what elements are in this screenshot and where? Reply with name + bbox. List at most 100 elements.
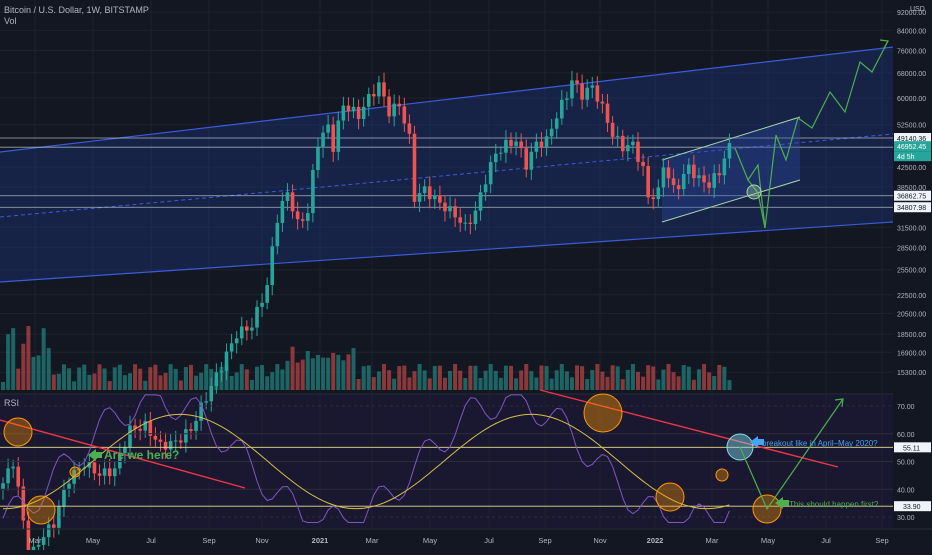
candle-body — [712, 173, 716, 188]
candle-body — [179, 440, 183, 443]
candle-body — [575, 80, 579, 84]
are-we-here-label: Are we here? — [104, 448, 179, 462]
volume-bar — [6, 334, 11, 390]
candle-body — [133, 425, 137, 429]
candle-body — [52, 524, 56, 528]
volume-bar — [92, 373, 97, 390]
candle-body — [265, 284, 269, 303]
volume-bar — [641, 376, 646, 390]
channel-fill — [0, 47, 893, 282]
candle-body — [565, 98, 569, 100]
volume-bar — [646, 365, 651, 390]
arrow-icon — [775, 497, 789, 509]
channel-lower — [0, 221, 894, 283]
volume-bar — [122, 375, 127, 390]
time-tick-label: Jul — [146, 536, 156, 545]
candle-body — [590, 85, 595, 88]
volume-bar — [178, 380, 183, 390]
candle-body — [275, 222, 280, 247]
candle-body — [387, 96, 391, 117]
time-tick-label: Mar — [29, 536, 42, 545]
volume-bar — [346, 354, 351, 390]
price-badge — [894, 190, 931, 201]
time-tick-label: May — [761, 536, 775, 545]
channel-mid — [0, 133, 894, 218]
price-tick-label: 52500.00 — [897, 123, 926, 130]
volume-bar — [387, 370, 392, 390]
volume-bar — [194, 375, 199, 390]
projection-arrow — [879, 39, 889, 49]
time-tick-label: Nov — [593, 536, 607, 545]
candle-body — [524, 148, 529, 170]
candle-body — [26, 520, 31, 555]
candle-body — [392, 103, 396, 117]
candle-body — [666, 167, 671, 179]
candle-body — [290, 192, 295, 212]
candle-body — [570, 80, 574, 99]
candle-body — [483, 184, 488, 193]
candle-body — [361, 106, 366, 119]
volume-bar — [412, 371, 417, 390]
candle-body — [321, 132, 325, 148]
candle-body — [697, 175, 701, 179]
candle-body — [102, 468, 107, 476]
candle-body — [504, 139, 508, 153]
volume-bar — [666, 364, 671, 390]
candle-body — [529, 151, 534, 170]
volume-bar — [326, 357, 331, 390]
price-badge — [894, 202, 931, 213]
price-tick-label: 22500.00 — [897, 293, 926, 300]
candle-body — [204, 401, 208, 403]
volume-bar — [717, 364, 722, 390]
volume-bar — [422, 370, 427, 390]
time-tick-label: Sep — [875, 536, 888, 545]
candle-body — [184, 429, 188, 443]
candle-body — [87, 462, 92, 468]
candle-body — [422, 186, 427, 194]
candle-body — [397, 103, 402, 107]
volume-bar — [219, 366, 224, 390]
price-badge-label: 36862.75 — [897, 194, 926, 201]
candle-body — [641, 161, 645, 167]
candle-body — [214, 372, 219, 386]
volume-bar — [26, 326, 31, 390]
volume-bar — [300, 359, 305, 390]
volume-bar — [331, 352, 336, 390]
candle-body — [97, 473, 102, 476]
candle-body — [417, 193, 422, 202]
candle-body — [6, 468, 10, 484]
volume-bar — [453, 364, 458, 390]
candle-body — [209, 385, 214, 402]
volume-bar — [605, 376, 610, 390]
time-tick-label: Sep — [202, 536, 215, 545]
volume-bar — [41, 328, 46, 390]
volume-bar — [72, 381, 77, 390]
candle-body — [554, 118, 559, 129]
candle-body — [626, 145, 630, 152]
arrow-icon — [750, 436, 764, 448]
candle-body — [285, 192, 290, 202]
volume-bar — [636, 371, 640, 390]
candle-body — [1, 483, 5, 490]
volume-bar — [620, 379, 625, 390]
volume-bar — [529, 371, 534, 390]
price-tick-label: 60000.00 — [897, 96, 926, 103]
rsi-projection-arrow — [834, 398, 844, 408]
candle-body — [727, 143, 732, 159]
candle-body — [138, 428, 142, 431]
rsi-circle-2 — [26, 495, 56, 525]
candle-body — [427, 186, 432, 200]
candle-body — [158, 439, 163, 442]
time-tick-label: Mar — [706, 536, 719, 545]
volume-bar — [361, 366, 366, 390]
candle-body — [636, 141, 640, 162]
price-tick-label: 31500.00 — [897, 225, 926, 232]
candle-body — [631, 141, 635, 146]
volume-bar — [82, 364, 87, 390]
volume-bar — [376, 371, 381, 390]
volume-bar — [204, 364, 209, 390]
candle-body — [412, 133, 417, 202]
volume-bar — [544, 366, 549, 390]
